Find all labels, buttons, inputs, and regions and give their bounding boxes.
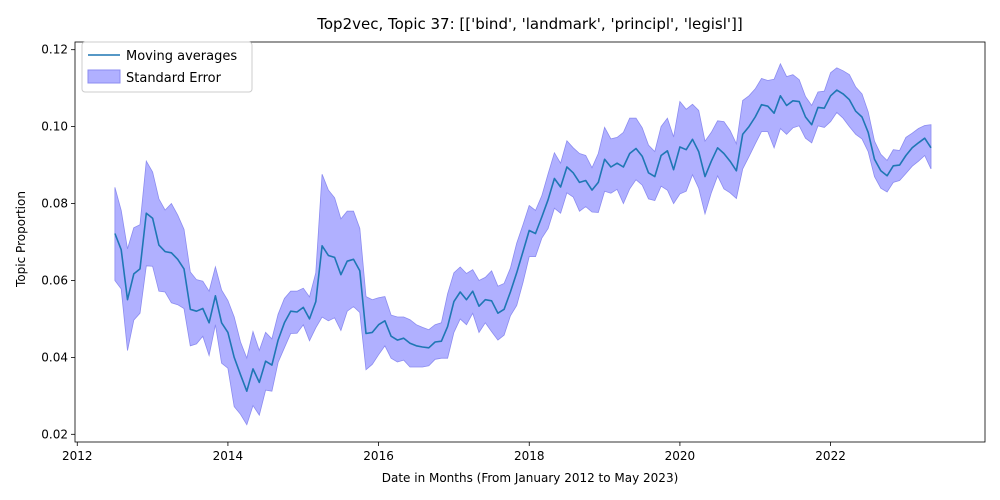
y-tick-label: 0.10 <box>41 120 68 134</box>
x-tick-label: 2018 <box>514 449 545 463</box>
legend: Moving averages Standard Error <box>81 41 253 93</box>
x-tick-label: 2014 <box>213 449 244 463</box>
legend-label-moving-averages: Moving averages <box>126 49 237 64</box>
legend-frame <box>81 41 253 93</box>
y-tick-label: 0.08 <box>41 197 68 211</box>
x-tick-label: 2012 <box>62 449 93 463</box>
legend-label-standard-error: Standard Error <box>126 71 222 86</box>
y-tick-label: 0.06 <box>41 273 68 287</box>
y-axis-label: Topic Proportion <box>14 191 28 288</box>
axes: 2012 2014 2016 2018 2020 2022 0.02 0.04 0.06 0.08… <box>41 41 986 463</box>
plot-area <box>114 62 932 426</box>
y-tick-label: 0.02 <box>41 427 68 441</box>
legend-swatch-standard-error <box>87 69 121 84</box>
x-tick-label: 2020 <box>665 449 696 463</box>
axes-frame <box>74 41 986 443</box>
y-tick-label: 0.04 <box>41 350 68 364</box>
x-tick-label: 2022 <box>815 449 846 463</box>
y-tick-label: 0.12 <box>41 43 68 57</box>
x-axis-label: Date in Months (From January 2012 to May… <box>382 471 679 485</box>
standard-error-band <box>114 62 932 426</box>
chart-title: Top2vec, Topic 37: [['bind', 'landmark',… <box>316 15 742 33</box>
x-tick-label: 2016 <box>363 449 394 463</box>
